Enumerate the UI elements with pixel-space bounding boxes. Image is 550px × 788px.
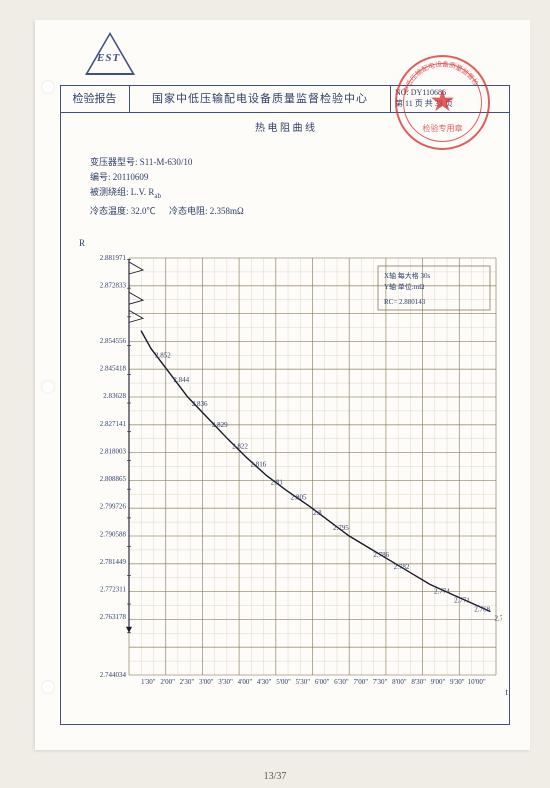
svg-text:7'30": 7'30": [373, 678, 388, 686]
thermal-resistance-chart: R t 2.7440342.7631782.7723112.7814492.79…: [87, 250, 502, 695]
svg-text:2.795: 2.795: [333, 524, 349, 532]
svg-text:1'30": 1'30": [141, 678, 156, 686]
chart-svg: 2.744034 2.763178 2.772311 2.781449 2.790588…: [87, 250, 502, 695]
meta-l4b-val: 2.358mΩ: [210, 206, 244, 216]
svg-text:2.852: 2.852: [155, 352, 171, 360]
x-axis-label: t: [505, 687, 508, 697]
svg-text:2.8: 2.8: [313, 509, 322, 517]
svg-text:2.799726: 2.799726: [100, 503, 127, 511]
svg-text:2.872833: 2.872833: [100, 282, 127, 290]
svg-text:9'00": 9'00": [431, 678, 446, 686]
svg-text:2.822: 2.822: [232, 442, 248, 450]
est-logo: EST: [85, 32, 135, 77]
svg-text:2'00": 2'00": [160, 678, 175, 686]
stamp-bottom-text: 检验专用章: [397, 123, 488, 134]
svg-text:2.844: 2.844: [173, 376, 189, 384]
svg-text:4'00": 4'00": [238, 678, 253, 686]
meta-l3-label: 被测绕组:: [90, 187, 129, 197]
scanned-page: EST 检验报告 国家中低压输配电设备质量监督检验中心 NO: DY110686…: [35, 20, 530, 750]
svg-text:2.818003: 2.818003: [100, 447, 127, 455]
svg-text:X轴 每大格 30s: X轴 每大格 30s: [384, 271, 431, 280]
svg-text:2.83628: 2.83628: [103, 392, 126, 400]
svg-text:2'30": 2'30": [180, 678, 195, 686]
svg-text:2.781449: 2.781449: [100, 558, 127, 566]
svg-text:2.81: 2.81: [271, 479, 284, 487]
svg-text:2.763178: 2.763178: [100, 613, 127, 621]
svg-text:8'00": 8'00": [392, 678, 407, 686]
punch-hole: [41, 80, 55, 94]
svg-text:2.744034: 2.744034: [100, 671, 127, 679]
punch-hole: [41, 680, 55, 694]
svg-text:2.772311: 2.772311: [100, 586, 126, 594]
svg-text:3'00": 3'00": [199, 678, 214, 686]
meta-l3-val: L.V. R: [131, 187, 155, 197]
svg-text:2.829: 2.829: [212, 421, 228, 429]
svg-text:2.765: 2.765: [494, 615, 502, 623]
svg-text:2.805: 2.805: [291, 494, 307, 502]
svg-text:5'30": 5'30": [296, 678, 311, 686]
svg-text:9'30": 9'30": [450, 678, 465, 686]
y-axis-label: R: [79, 238, 85, 248]
svg-text:2.854556: 2.854556: [100, 337, 127, 345]
meta-l1-val: S11-M-630/10: [140, 157, 193, 167]
svg-text:2.808865: 2.808865: [100, 475, 127, 483]
svg-text:2.827141: 2.827141: [100, 420, 127, 428]
punch-hole: [41, 380, 55, 394]
page-number: 13/37: [0, 771, 550, 782]
svg-text:RC= 2.880143: RC= 2.880143: [384, 298, 426, 306]
svg-text:6'00": 6'00": [315, 678, 330, 686]
svg-text:2.816: 2.816: [250, 460, 266, 468]
svg-text:Y轴 单位:mΩ: Y轴 单位:mΩ: [384, 282, 424, 291]
meta-l3-sub: ab: [154, 192, 161, 200]
svg-text:10'00": 10'00": [468, 678, 486, 686]
svg-text:3'30": 3'30": [218, 678, 233, 686]
header-left: 检验报告: [60, 85, 130, 112]
meta-l2-val: 20110609: [113, 172, 149, 182]
meta-l4b-label: 冷态电阻:: [169, 206, 208, 216]
meta-l4a-val: 32.0℃: [131, 206, 156, 216]
svg-text:5'00": 5'00": [276, 678, 291, 686]
logo-text: EST: [97, 52, 120, 64]
meta-block: 变压器型号: S11-M-630/10 编号: 20110609 被测绕组: L…: [90, 155, 244, 219]
meta-l4a-label: 冷态温度:: [90, 206, 129, 216]
header-center: 国家中低压输配电设备质量监督检验中心: [130, 85, 390, 112]
svg-text:2.782: 2.782: [394, 563, 410, 571]
meta-l1-label: 变压器型号:: [90, 157, 138, 167]
svg-text:2.786: 2.786: [373, 551, 389, 559]
svg-text:2.771: 2.771: [454, 596, 470, 604]
svg-text:2.790588: 2.790588: [100, 530, 127, 538]
svg-text:6'30": 6'30": [334, 678, 349, 686]
svg-text:2.774: 2.774: [434, 587, 450, 595]
star-icon: ★: [429, 83, 456, 118]
inspection-stamp: 中低压输配电设备质量监督检 ★ 检验专用章: [395, 55, 490, 150]
svg-text:7'00": 7'00": [353, 678, 368, 686]
svg-text:2.768: 2.768: [474, 606, 490, 614]
svg-text:2.881971: 2.881971: [100, 254, 127, 262]
svg-text:4'30": 4'30": [257, 678, 272, 686]
svg-text:2.836: 2.836: [192, 400, 208, 408]
svg-text:8'30": 8'30": [411, 678, 426, 686]
meta-l2-label: 编号:: [90, 172, 111, 182]
svg-text:2.845418: 2.845418: [100, 365, 127, 373]
